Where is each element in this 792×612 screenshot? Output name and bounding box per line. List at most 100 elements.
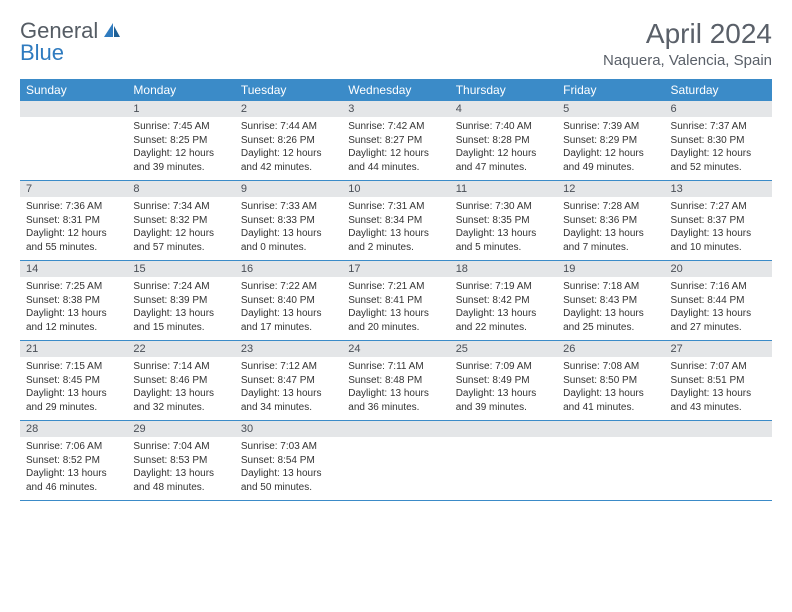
day-cell (557, 437, 664, 501)
day-number: 5 (557, 101, 664, 117)
detail-row: Sunrise: 7:36 AMSunset: 8:31 PM Daylight:… (20, 197, 772, 261)
calendar-table: Sunday Monday Tuesday Wednesday Thursday… (20, 79, 772, 501)
sunset-text: Sunset: 8:35 PM (456, 214, 551, 228)
sunrise-text: Sunrise: 7:28 AM (563, 200, 658, 214)
day-cell: Sunrise: 7:03 AMSunset: 8:54 PMDaylight:… (235, 437, 342, 501)
daylight-text: Daylight: 13 hours and 48 minutes. (133, 467, 228, 494)
sunrise-text: Sunrise: 7:33 AM (241, 200, 336, 214)
sunrise-text: Sunrise: 7:04 AM (133, 440, 228, 454)
sunrise-text: Sunrise: 7:18 AM (563, 280, 658, 294)
day-cell: Sunrise: 7:04 AMSunset: 8:53 PMDaylight:… (127, 437, 234, 501)
title-block: April 2024 Naquera, Valencia, Spain (603, 18, 772, 69)
daylight-text: Daylight: 13 hours and 41 minutes. (563, 387, 658, 414)
logo-blue-wrap: Blue (20, 40, 64, 66)
sunrise-text: Sunrise: 7:40 AM (456, 120, 551, 134)
sunset-text: Sunset: 8:31 PM (26, 214, 121, 228)
sunset-text: Sunset: 8:39 PM (133, 294, 228, 308)
sunset-text: Sunset: 8:45 PM (26, 374, 121, 388)
calendar-body: 123456 Sunrise: 7:45 AMSunset: 8:25 PM Day… (20, 101, 772, 501)
day-cell: Sunrise: 7:22 AMSunset: 8:40 PMDaylight:… (235, 277, 342, 341)
sunset-text: Sunset: 8:48 PM (348, 374, 443, 388)
day-cell (20, 117, 127, 181)
sunset-text: Sunset: 8:32 PM (133, 214, 228, 228)
day-number: 6 (665, 101, 772, 117)
sunrise-text: Sunrise: 7:06 AM (26, 440, 121, 454)
day-number: 15 (127, 261, 234, 278)
sunrise-text: Sunrise: 7:24 AM (133, 280, 228, 294)
day-number (450, 421, 557, 438)
sunrise-text: Sunrise: 7:30 AM (456, 200, 551, 214)
day-cell: Sunrise: 7:08 AMSunset: 8:50 PMDaylight:… (557, 357, 664, 421)
day-cell: Sunrise: 7:27 AMSunset: 8:37 PMDaylight:… (665, 197, 772, 261)
day-number: 1 (127, 101, 234, 117)
sunset-text: Sunset: 8:44 PM (671, 294, 766, 308)
sunset-text: Sunset: 8:50 PM (563, 374, 658, 388)
sunrise-text: Sunrise: 7:42 AM (348, 120, 443, 134)
daylight-text: Daylight: 13 hours and 22 minutes. (456, 307, 551, 334)
day-cell: Sunrise: 7:06 AMSunset: 8:52 PMDaylight:… (20, 437, 127, 501)
day-cell: Sunrise: 7:24 AMSunset: 8:39 PMDaylight:… (127, 277, 234, 341)
sunrise-text: Sunrise: 7:34 AM (133, 200, 228, 214)
sunrise-text: Sunrise: 7:45 AM (133, 120, 228, 134)
day-number: 21 (20, 341, 127, 358)
sunrise-text: Sunrise: 7:27 AM (671, 200, 766, 214)
day-cell: Sunrise: 7:33 AMSunset: 8:33 PMDaylight:… (235, 197, 342, 261)
daylight-text: Daylight: 12 hours and 57 minutes. (133, 227, 228, 254)
day-cell: Sunrise: 7:21 AMSunset: 8:41 PMDaylight:… (342, 277, 449, 341)
sunrise-text: Sunrise: 7:08 AM (563, 360, 658, 374)
page-title: April 2024 (603, 18, 772, 50)
sunset-text: Sunset: 8:25 PM (133, 134, 228, 148)
sunset-text: Sunset: 8:34 PM (348, 214, 443, 228)
day-cell: Sunrise: 7:09 AMSunset: 8:49 PMDaylight:… (450, 357, 557, 421)
sunrise-text: Sunrise: 7:07 AM (671, 360, 766, 374)
daynum-row: 282930 (20, 421, 772, 438)
daynum-row: 123456 (20, 101, 772, 117)
day-number: 13 (665, 181, 772, 198)
sunset-text: Sunset: 8:29 PM (563, 134, 658, 148)
sunrise-text: Sunrise: 7:19 AM (456, 280, 551, 294)
daylight-text: Daylight: 13 hours and 5 minutes. (456, 227, 551, 254)
sail-icon (102, 21, 122, 44)
daylight-text: Daylight: 13 hours and 32 minutes. (133, 387, 228, 414)
day-cell: Sunrise: 7:31 AMSunset: 8:34 PMDaylight:… (342, 197, 449, 261)
day-number: 22 (127, 341, 234, 358)
day-cell: Sunrise: 7:37 AMSunset: 8:30 PMDaylight:… (665, 117, 772, 181)
day-number: 12 (557, 181, 664, 198)
day-cell: Sunrise: 7:28 AMSunset: 8:36 PMDaylight:… (557, 197, 664, 261)
day-cell: Sunrise: 7:11 AMSunset: 8:48 PMDaylight:… (342, 357, 449, 421)
sunset-text: Sunset: 8:28 PM (456, 134, 551, 148)
day-number (557, 421, 664, 438)
header: General April 2024 Naquera, Valencia, Sp… (20, 18, 772, 69)
daylight-text: Daylight: 13 hours and 12 minutes. (26, 307, 121, 334)
sunrise-text: Sunrise: 7:15 AM (26, 360, 121, 374)
day-number: 24 (342, 341, 449, 358)
daylight-text: Daylight: 12 hours and 52 minutes. (671, 147, 766, 174)
day-cell (342, 437, 449, 501)
sunrise-text: Sunrise: 7:36 AM (26, 200, 121, 214)
daylight-text: Daylight: 12 hours and 49 minutes. (563, 147, 658, 174)
day-cell: Sunrise: 7:36 AMSunset: 8:31 PMDaylight:… (20, 197, 127, 261)
sunset-text: Sunset: 8:36 PM (563, 214, 658, 228)
sunset-text: Sunset: 8:40 PM (241, 294, 336, 308)
sunrise-text: Sunrise: 7:11 AM (348, 360, 443, 374)
day-number: 18 (450, 261, 557, 278)
logo-text-blue: Blue (20, 40, 64, 65)
sunrise-text: Sunrise: 7:25 AM (26, 280, 121, 294)
sunset-text: Sunset: 8:33 PM (241, 214, 336, 228)
sunset-text: Sunset: 8:26 PM (241, 134, 336, 148)
day-number: 29 (127, 421, 234, 438)
day-number: 20 (665, 261, 772, 278)
weekday-header: Saturday (665, 79, 772, 101)
sunrise-text: Sunrise: 7:37 AM (671, 120, 766, 134)
sunrise-text: Sunrise: 7:21 AM (348, 280, 443, 294)
day-number: 9 (235, 181, 342, 198)
calendar-page: General April 2024 Naquera, Valencia, Sp… (0, 0, 792, 519)
sunset-text: Sunset: 8:54 PM (241, 454, 336, 468)
day-number: 8 (127, 181, 234, 198)
daylight-text: Daylight: 13 hours and 43 minutes. (671, 387, 766, 414)
day-number: 28 (20, 421, 127, 438)
day-cell (665, 437, 772, 501)
sunrise-text: Sunrise: 7:09 AM (456, 360, 551, 374)
detail-row: Sunrise: 7:45 AMSunset: 8:25 PM Daylight:… (20, 117, 772, 181)
day-number: 14 (20, 261, 127, 278)
